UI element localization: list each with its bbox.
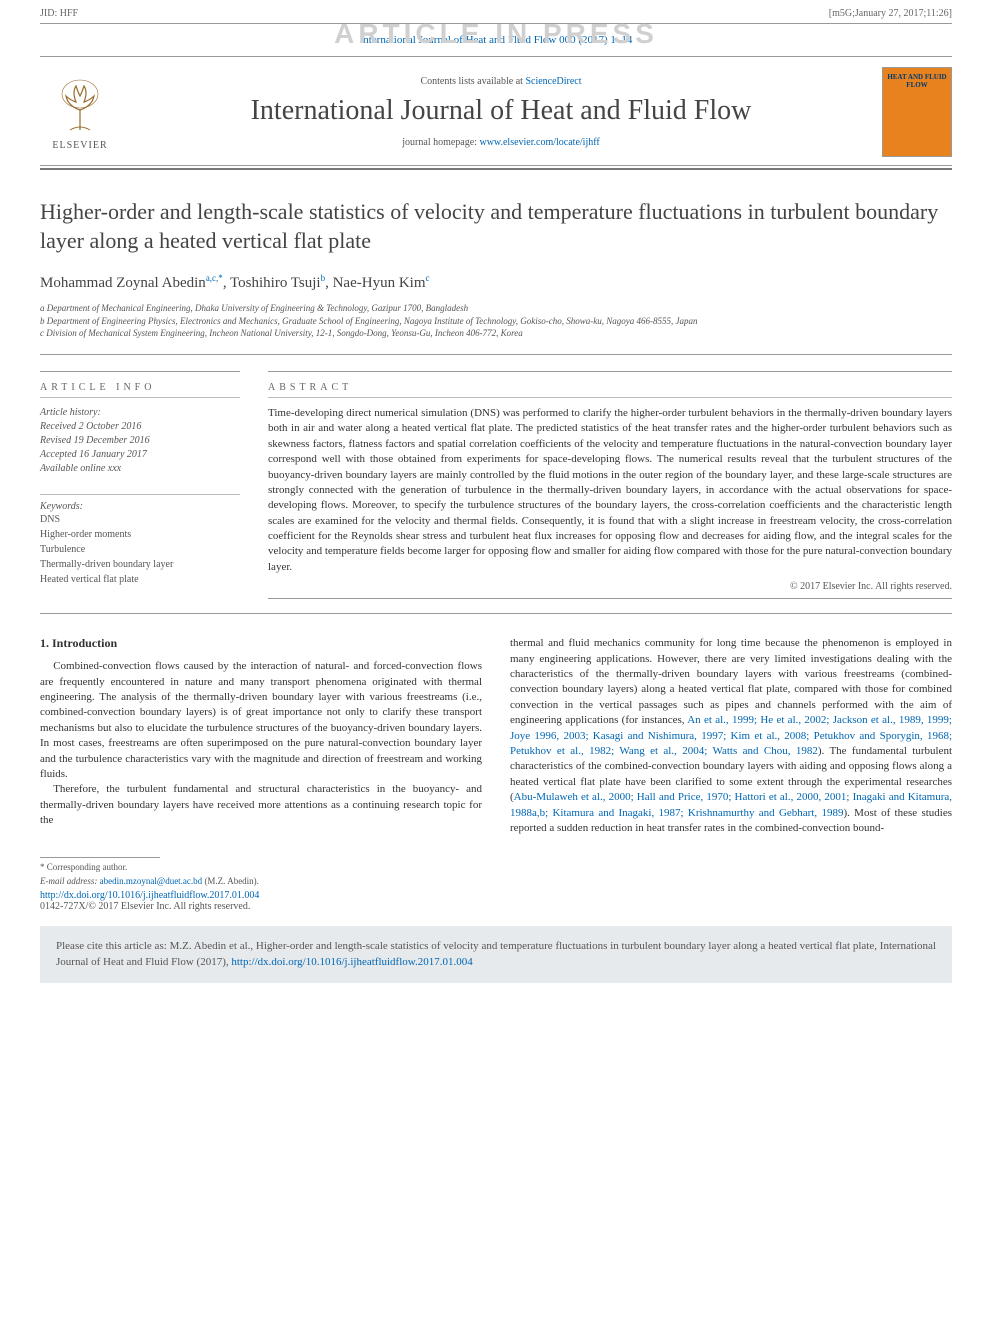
intro-heading: 1. Introduction bbox=[40, 636, 482, 651]
timestamp: [m5G;January 27, 2017;11:26] bbox=[829, 8, 952, 19]
contents-available-line: Contents lists available at ScienceDirec… bbox=[136, 76, 866, 87]
history-accepted: Accepted 16 January 2017 bbox=[40, 448, 240, 462]
keywords-heading: Keywords: bbox=[40, 494, 240, 512]
article-title: Higher-order and length-scale statistics… bbox=[40, 198, 952, 255]
keyword: Thermally-driven boundary layer bbox=[40, 557, 240, 572]
abstract-heading: ABSTRACT bbox=[268, 371, 952, 393]
rule bbox=[40, 354, 952, 355]
affiliations: a Department of Mechanical Engineering, … bbox=[40, 302, 952, 340]
doi-block: http://dx.doi.org/10.1016/j.ijheatfluidf… bbox=[0, 886, 992, 912]
paragraph: Therefore, the turbulent fundamental and… bbox=[40, 782, 482, 828]
journal-name: International Journal of Heat and Fluid … bbox=[136, 95, 866, 127]
contents-prefix: Contents lists available at bbox=[420, 76, 525, 87]
email-suffix: (M.Z. Abedin). bbox=[202, 876, 259, 886]
history-online: Available online xxx bbox=[40, 462, 240, 476]
elsevier-logo: ELSEVIER bbox=[40, 74, 120, 151]
paragraph: thermal and fluid mechanics community fo… bbox=[510, 636, 952, 836]
keyword: Higher-order moments bbox=[40, 527, 240, 542]
email-footnote: E-mail address: abedin.mzoynal@duet.ac.b… bbox=[40, 872, 482, 886]
cite-doi-link[interactable]: http://dx.doi.org/10.1016/j.ijheatfluidf… bbox=[231, 956, 472, 968]
keywords-list: DNS Higher-order moments Turbulence Ther… bbox=[40, 512, 240, 587]
homepage-line: journal homepage: www.elsevier.com/locat… bbox=[136, 137, 866, 148]
rule bbox=[40, 613, 952, 614]
cover-thumb-title: HEAT AND FLUID FLOW bbox=[887, 74, 947, 89]
right-column: thermal and fluid mechanics community fo… bbox=[510, 636, 952, 885]
article-history: Article history: Received 2 October 2016… bbox=[40, 406, 240, 476]
top-bar: JID: HFF [m5G;January 27, 2017;11:26] bbox=[0, 0, 992, 23]
cite-text: Please cite this article as: M.Z. Abedin… bbox=[56, 940, 936, 969]
homepage-link[interactable]: www.elsevier.com/locate/ijhff bbox=[479, 137, 599, 148]
doi-link[interactable]: http://dx.doi.org/10.1016/j.ijheatfluidf… bbox=[40, 890, 259, 901]
history-label: Article history: bbox=[40, 406, 240, 420]
left-column: 1. Introduction Combined-convection flow… bbox=[40, 636, 482, 885]
abstract-column: ABSTRACT Time-developing direct numerica… bbox=[268, 371, 952, 599]
journal-cover-thumb: HEAT AND FLUID FLOW bbox=[882, 67, 952, 157]
email-label: E-mail address: bbox=[40, 876, 100, 886]
keyword: Turbulence bbox=[40, 542, 240, 557]
homepage-prefix: journal homepage: bbox=[402, 137, 479, 148]
sciencedirect-link[interactable]: ScienceDirect bbox=[525, 76, 581, 87]
please-cite-box: Please cite this article as: M.Z. Abedin… bbox=[40, 926, 952, 983]
masthead: ELSEVIER Contents lists available at Sci… bbox=[0, 57, 992, 165]
abstract-text: Time-developing direct numerical simulat… bbox=[268, 406, 952, 575]
affiliation-c: c Division of Mechanical System Engineer… bbox=[40, 327, 952, 340]
elsevier-wordmark: ELSEVIER bbox=[52, 140, 107, 151]
corresponding-author-note: * Corresponding author. bbox=[40, 858, 482, 872]
paragraph: Combined-convection flows caused by the … bbox=[40, 659, 482, 782]
body-two-column: 1. Introduction Combined-convection flow… bbox=[0, 636, 992, 885]
doi-rights: 0142-727X/© 2017 Elsevier Inc. All right… bbox=[40, 901, 952, 912]
article-info-column: ARTICLE INFO Article history: Received 2… bbox=[40, 371, 240, 599]
title-block: Higher-order and length-scale statistics… bbox=[0, 170, 992, 344]
article-info-heading: ARTICLE INFO bbox=[40, 371, 240, 393]
info-abstract-row: ARTICLE INFO Article history: Received 2… bbox=[0, 367, 992, 599]
abstract-copyright: © 2017 Elsevier Inc. All rights reserved… bbox=[268, 581, 952, 592]
affiliation-b: b Department of Engineering Physics, Ele… bbox=[40, 315, 952, 328]
keyword: Heated vertical flat plate bbox=[40, 572, 240, 587]
authors: Mohammad Zoynal Abedina,c,*, Toshihiro T… bbox=[40, 273, 952, 292]
masthead-center: Contents lists available at ScienceDirec… bbox=[136, 76, 866, 148]
keyword: DNS bbox=[40, 512, 240, 527]
elsevier-tree-icon bbox=[48, 74, 112, 138]
affiliation-a: a Department of Mechanical Engineering, … bbox=[40, 302, 952, 315]
jid-code: JID: HFF bbox=[40, 8, 78, 19]
author-email-link[interactable]: abedin.mzoynal@duet.ac.bd bbox=[100, 876, 203, 886]
history-received: Received 2 October 2016 bbox=[40, 420, 240, 434]
history-revised: Revised 19 December 2016 bbox=[40, 434, 240, 448]
